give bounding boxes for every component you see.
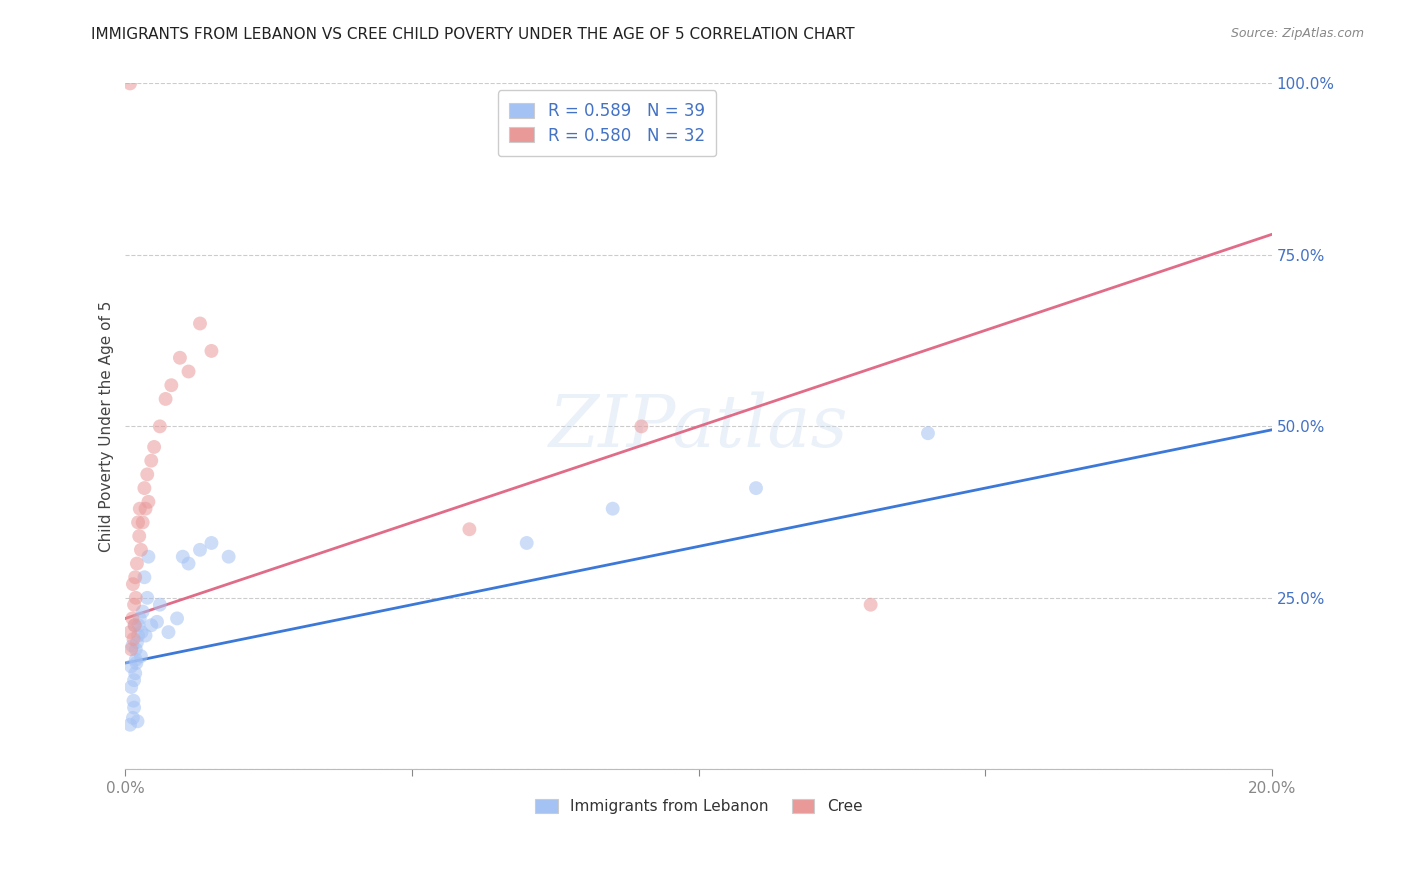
Point: [138, 549, 160, 564]
Point: [124, 666, 146, 681]
Point: [177, 557, 200, 571]
Point: [169, 351, 191, 365]
Point: [121, 611, 143, 625]
Text: Source: ZipAtlas.com: Source: ZipAtlas.com: [1230, 27, 1364, 40]
Point: [157, 625, 180, 640]
Point: [122, 577, 145, 591]
Point: [458, 522, 481, 536]
Point: [131, 516, 153, 530]
Point: [120, 77, 142, 91]
Point: [177, 364, 200, 378]
Point: [125, 591, 148, 605]
Point: [745, 481, 768, 495]
Point: [141, 453, 163, 467]
Point: [134, 481, 156, 495]
Point: [188, 542, 211, 557]
Point: [124, 570, 146, 584]
Point: [218, 549, 240, 564]
Point: [120, 625, 142, 640]
Point: [129, 649, 152, 664]
Point: [122, 711, 145, 725]
Point: [516, 536, 538, 550]
Point: [135, 501, 157, 516]
Point: [121, 639, 143, 653]
Point: [172, 549, 194, 564]
Point: [128, 611, 150, 625]
Point: [125, 635, 148, 649]
Point: [134, 570, 156, 584]
Point: [125, 652, 148, 666]
Point: [131, 625, 153, 640]
Point: [128, 501, 150, 516]
Point: [127, 714, 149, 729]
Point: [160, 378, 183, 392]
Point: [859, 598, 882, 612]
Point: [155, 392, 177, 406]
Point: [120, 717, 142, 731]
Point: [200, 343, 222, 358]
Point: [136, 467, 159, 482]
Point: [120, 659, 142, 673]
Point: [122, 632, 145, 646]
Point: [122, 700, 145, 714]
Point: [135, 629, 157, 643]
Point: [128, 529, 150, 543]
Point: [122, 673, 145, 687]
Point: [138, 495, 160, 509]
Text: ZIPatlas: ZIPatlas: [548, 391, 848, 462]
Point: [125, 642, 148, 657]
Point: [630, 419, 652, 434]
Point: [143, 440, 166, 454]
Point: [124, 618, 146, 632]
Point: [149, 419, 172, 434]
Point: [917, 426, 939, 441]
Point: [602, 501, 624, 516]
Point: [122, 598, 145, 612]
Point: [146, 615, 169, 629]
Point: [131, 605, 153, 619]
Point: [124, 618, 146, 632]
Point: [125, 656, 148, 670]
Point: [128, 618, 150, 632]
Legend: Immigrants from Lebanon, Cree: Immigrants from Lebanon, Cree: [526, 790, 872, 823]
Point: [136, 591, 159, 605]
Point: [166, 611, 188, 625]
Point: [200, 536, 222, 550]
Text: IMMIGRANTS FROM LEBANON VS CREE CHILD POVERTY UNDER THE AGE OF 5 CORRELATION CHA: IMMIGRANTS FROM LEBANON VS CREE CHILD PO…: [91, 27, 855, 42]
Point: [127, 516, 149, 530]
Point: [120, 642, 142, 657]
Point: [188, 317, 211, 331]
Point: [122, 694, 145, 708]
Point: [120, 680, 142, 694]
Point: [127, 629, 149, 643]
Point: [129, 542, 152, 557]
Point: [149, 598, 172, 612]
Y-axis label: Child Poverty Under the Age of 5: Child Poverty Under the Age of 5: [100, 301, 114, 552]
Point: [125, 557, 148, 571]
Point: [141, 618, 163, 632]
